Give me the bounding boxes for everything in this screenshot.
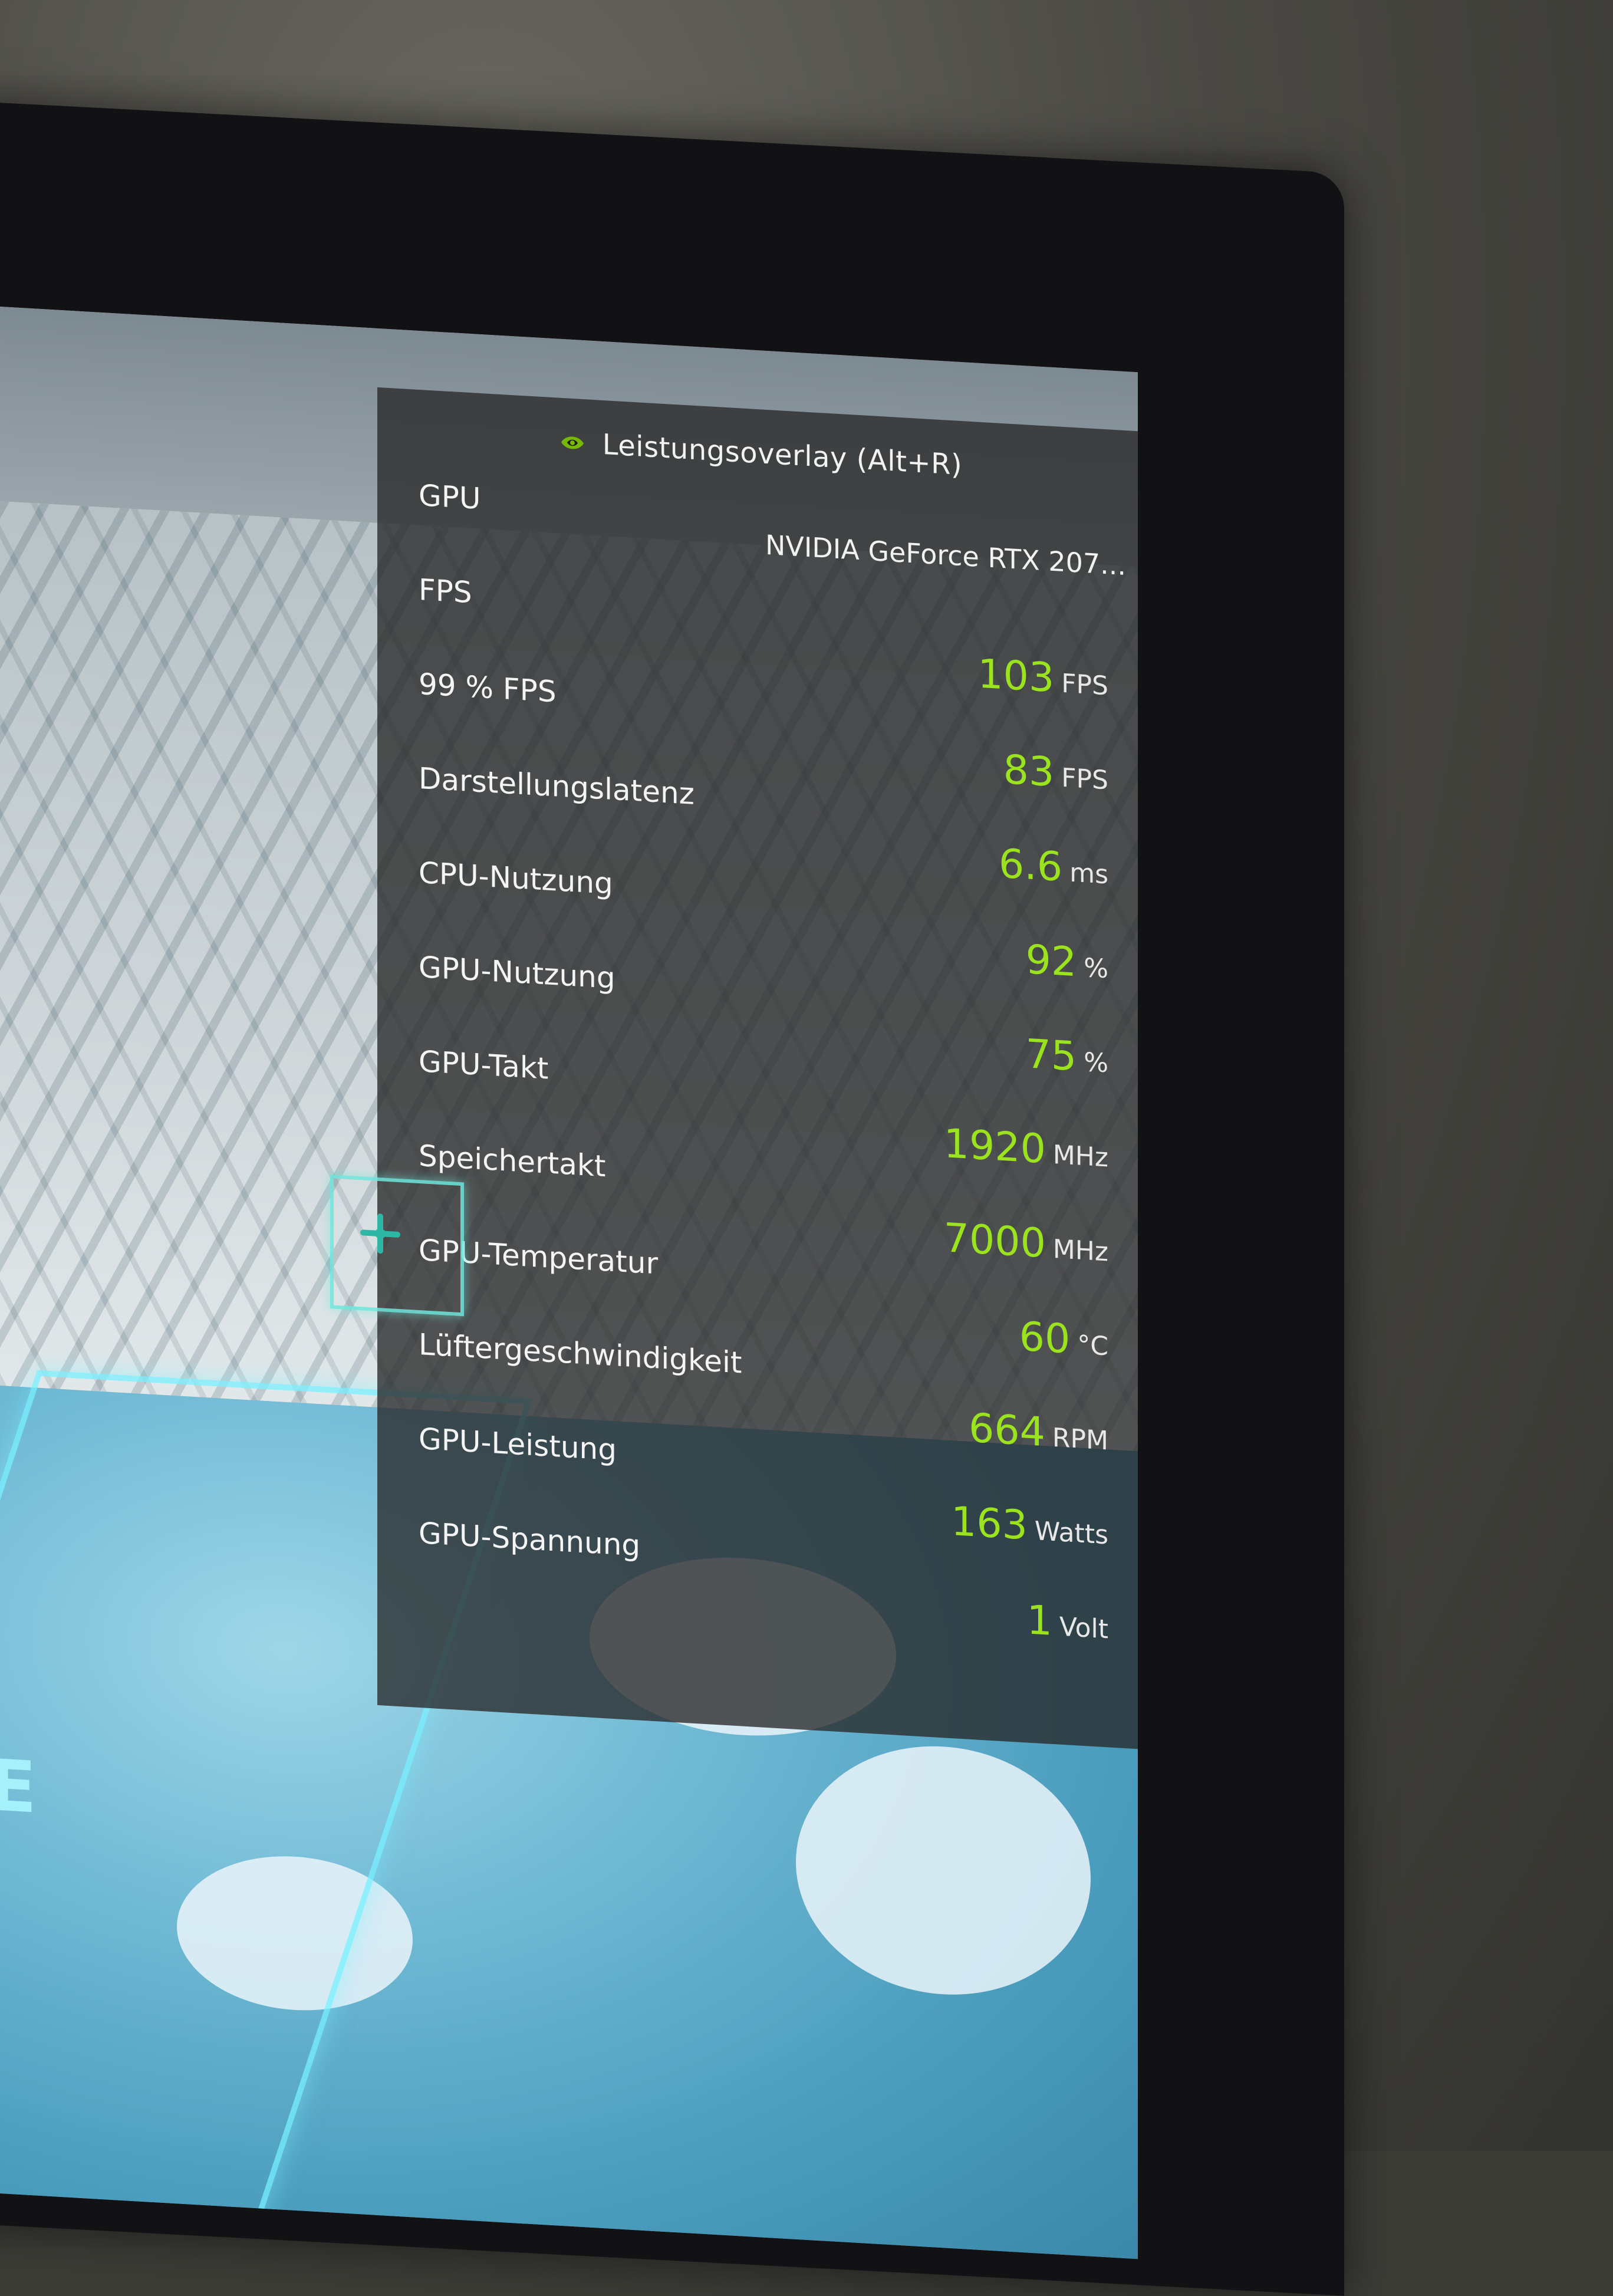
metric-label: FPS <box>419 572 472 610</box>
metric-value: 1 <box>1026 1597 1052 1645</box>
metric-unit: % <box>1084 952 1108 985</box>
metric-unit: FPS <box>1061 762 1108 796</box>
metric-value: 83 <box>1003 746 1055 797</box>
metric-value-group: 92 % <box>1026 936 1108 988</box>
metric-value: 75 <box>1025 1031 1077 1081</box>
metric-label: GPU-Takt <box>419 1044 549 1086</box>
metric-value-group: 103 FPS <box>977 651 1108 705</box>
metric-unit: MHz <box>1052 1139 1108 1173</box>
metric-value-group: 6.6 ms <box>999 841 1108 894</box>
metric-unit: ms <box>1069 857 1108 890</box>
metric-value: 92 <box>1025 936 1077 986</box>
metric-unit: % <box>1084 1047 1108 1079</box>
metric-unit: Volt <box>1059 1611 1108 1645</box>
metric-unit: MHz <box>1052 1233 1108 1268</box>
metric-value: 60 <box>1019 1313 1071 1363</box>
crosshair-cursor-icon <box>360 1212 401 1255</box>
nvidia-logo-icon <box>559 430 586 456</box>
overlay-header: Leistungsoverlay (Alt+R) <box>377 387 1138 520</box>
metric-value-group: 60 °C <box>1019 1314 1108 1366</box>
metric-value-group: 7000 MHz <box>944 1215 1108 1271</box>
metric-value-group: 664 RPM <box>969 1405 1108 1460</box>
metric-value-group: 75 % <box>1026 1031 1108 1082</box>
metric-value-group: 1920 MHz <box>944 1120 1108 1176</box>
metric-unit: FPS <box>1061 668 1108 702</box>
metric-label: 99 % FPS <box>419 666 557 709</box>
metric-value: 103 <box>977 650 1055 702</box>
metric-value-group: 163 Watts <box>951 1498 1108 1554</box>
gpu-label: GPU <box>419 478 481 517</box>
metric-value-group: 1 Volt <box>1027 1597 1108 1648</box>
metric-unit: °C <box>1077 1330 1108 1362</box>
monitor-screen: E Leistungsoverlay (Alt+R) GPU NVIDIA Ge… <box>0 307 1138 2259</box>
metric-value-group: 83 FPS <box>1003 746 1108 799</box>
metric-value: 1920 <box>943 1120 1046 1173</box>
metric-value: 6.6 <box>999 840 1063 891</box>
metric-unit: RPM <box>1052 1422 1108 1456</box>
gpu-name-value: NVIDIA GeForce RTX 207... <box>765 528 1126 582</box>
metric-value: 664 <box>969 1404 1045 1456</box>
metric-value: 163 <box>951 1498 1028 1550</box>
metric-unit: Watts <box>1034 1516 1108 1551</box>
performance-overlay-panel: Leistungsoverlay (Alt+R) GPU NVIDIA GeFo… <box>377 387 1138 1749</box>
overlay-title: Leistungsoverlay (Alt+R) <box>602 427 963 482</box>
metric-value: 7000 <box>943 1215 1046 1268</box>
map-zone-label: E <box>0 1744 39 1830</box>
